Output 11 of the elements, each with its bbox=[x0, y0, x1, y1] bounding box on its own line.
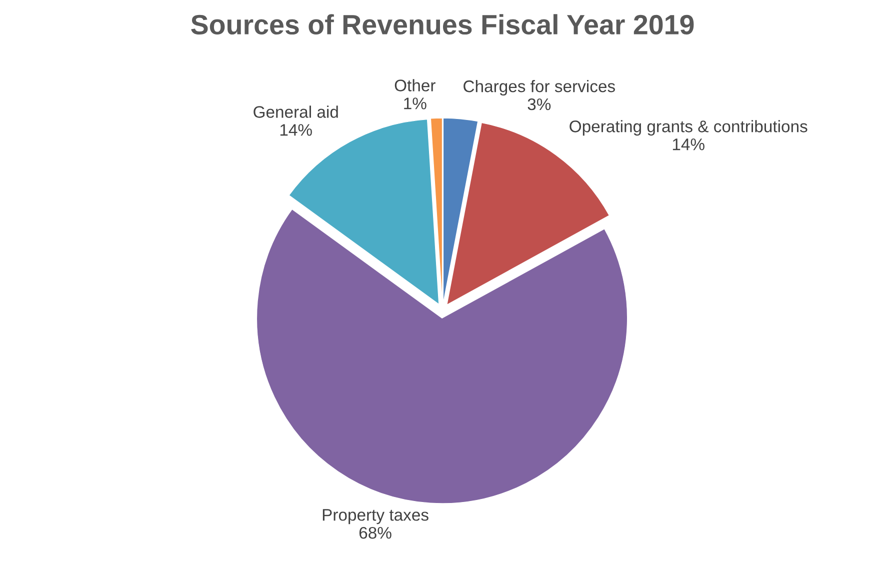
data-label: 14% bbox=[672, 138, 704, 150]
data-label: 1% bbox=[404, 98, 426, 110]
data-label: 68% bbox=[359, 526, 392, 539]
slice-label: General aid bbox=[254, 106, 338, 118]
slice-label: Other bbox=[394, 79, 436, 92]
data-label: 14% bbox=[280, 124, 312, 136]
slice-label: Property taxes bbox=[322, 509, 428, 524]
chart-title: Sources of Revenues Fiscal Year 2019 bbox=[191, 14, 694, 35]
data-label: 3% bbox=[528, 98, 551, 110]
slice-label: Operating grants & contributions bbox=[570, 120, 808, 136]
slice-label: Charges for services bbox=[464, 80, 615, 96]
